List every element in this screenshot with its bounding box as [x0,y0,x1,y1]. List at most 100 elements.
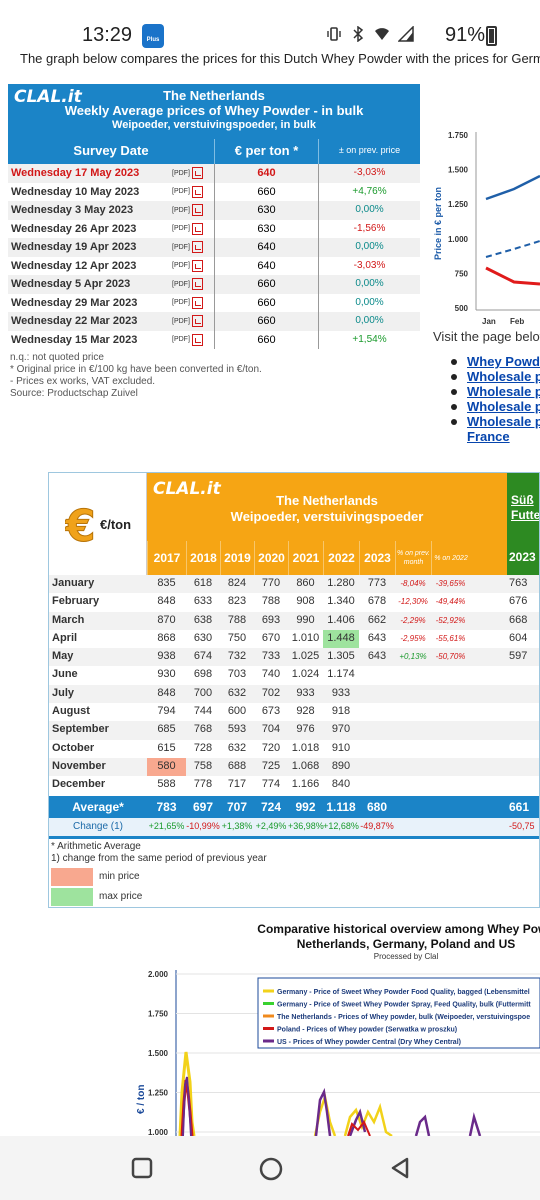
month-value: 823 [227,595,247,608]
weekly-change: 0,00% [318,312,420,331]
legend-entry[interactable]: Germany - Price of Sweet Whey Powder Foo… [277,989,530,996]
side-year: 2023 [509,550,536,564]
pdf-icon[interactable] [191,185,203,198]
pdf-icon[interactable] [191,222,203,235]
month-value: 868 [157,631,176,644]
euro-icon: € [65,503,95,547]
month-value: 870 [157,613,176,626]
legend-entry[interactable]: Germany - Price of Sweet Whey Powder Spr… [277,1002,531,1009]
weekly-change: +1,54% [318,330,420,349]
weekly-price-table: CLAL.it The Netherlands Weekly Average p… [8,84,420,349]
pdf-icon[interactable] [191,278,203,291]
pdf-icon[interactable] [191,241,203,254]
change-value: -49,87% [360,821,394,831]
month-value: 860 [296,577,315,589]
average-value: 697 [192,800,214,814]
month-value: 673 [261,705,281,718]
pdf-icon[interactable] [191,204,203,217]
related-link[interactable]: Wholesale p [467,399,540,414]
related-link-item: Wholesale p [451,414,540,429]
monthly-notes: * Arithmetic Average 1) change from the … [51,841,267,865]
month-value: 970 [331,723,351,736]
pdf-icon[interactable] [191,296,203,309]
pdf-link[interactable]: [PDF] [172,167,214,180]
month-value: 744 [193,705,213,718]
month-value: 643 [367,631,387,644]
home-button[interactable] [258,1156,284,1182]
series-us-2 [314,1087,482,1136]
year-header: 2017 [147,541,186,575]
clal-logo[interactable]: CLAL.it [14,87,82,107]
wifi-icon [375,28,389,40]
weekly-title: The Netherlands [163,88,265,103]
month-value: 717 [227,778,247,791]
historical-chart-title: Comparative historical overview among Wh… [256,922,540,952]
col-price: € per ton * [214,139,318,164]
pdf-link[interactable]: [PDF] [172,296,214,309]
related-links: Whey Powde Wholesale p Wholesale p Wholesal… [451,354,540,444]
pdf-label[interactable]: [PDF] [172,317,190,325]
weekly-table-header: CLAL.it The Netherlands Weekly Average p… [8,84,420,164]
related-link-item: Wholesale p [451,369,540,384]
pdf-link[interactable]: [PDF] [172,259,214,272]
change-value: +21,65% [148,821,185,831]
mini-ytick: 500 [455,304,469,313]
month-value: 1.174 [327,668,355,681]
month-value: 1.166 [291,778,320,791]
month-row: November 580 758 688 725 1.068 890 [49,757,539,777]
pdf-link[interactable]: [PDF] [172,278,214,291]
month-name: February [52,595,100,608]
pdf-link[interactable]: [PDF] [172,241,214,254]
clal-logo-2[interactable]: CLAL.it [153,479,221,499]
pdf-label[interactable]: [PDF] [172,336,190,344]
related-link[interactable]: Wholesale p [467,369,540,384]
legend-entry[interactable]: The Netherlands - Prices of Whey powder,… [277,1014,530,1021]
historical-chart[interactable]: € / ton 2.000 1.750 1.500 1.250 1.000 German… [120,962,540,1136]
month-value: 733 [261,650,281,663]
related-link[interactable]: Wholesale p [467,384,540,399]
pdf-label[interactable]: [PDF] [172,225,190,233]
note-change: 1) change from the same period of previo… [51,853,267,864]
legend-entry[interactable]: US - Prices of Whey powder Central (Dry … [277,1039,461,1046]
pdf-icon[interactable] [191,333,203,346]
related-link[interactable]: Whey Powde [467,354,540,369]
related-link-continued[interactable]: France [467,429,510,444]
weekly-price: 640 [214,256,318,275]
processed-by: Processed by Clal [373,952,439,961]
legend-entry[interactable]: Poland - Prices of Whey powder (Serwatka… [277,1027,457,1034]
pdf-label[interactable]: [PDF] [172,262,190,270]
pdf-label[interactable]: [PDF] [172,299,190,307]
weekly-price: 660 [214,182,318,201]
pdf-label[interactable]: [PDF] [172,206,190,214]
month-name: June [52,668,78,681]
pdf-label[interactable]: [PDF] [172,188,190,196]
historical-ytick: 1.250 [148,1089,169,1098]
back-button[interactable] [388,1156,412,1180]
month-row: January 835 618 824 770 860 1.280 773 -8,04% -39,… [49,575,539,594]
pdf-link[interactable]: [PDF] [172,333,214,346]
month-value: 728 [193,741,213,754]
pdf-icon[interactable] [191,315,203,328]
side-table-header[interactable]: Süß Futte 2023 [507,473,540,575]
pdf-link[interactable]: [PDF] [172,222,214,235]
unit-label: €/ton [100,517,132,532]
average-value: 707 [226,800,248,814]
related-link[interactable]: Wholesale p [467,414,540,429]
month-value: 918 [331,705,351,718]
mini-ytick: 1.250 [448,200,469,209]
pdf-label[interactable]: [PDF] [172,169,190,177]
pdf-label[interactable]: [PDF] [172,243,190,251]
month-value: 794 [157,705,176,718]
series-poland-2 [347,1120,371,1136]
pdf-link[interactable]: [PDF] [172,204,214,217]
pdf-link[interactable]: [PDF] [172,185,214,198]
side-title[interactable]: Süß Futte [511,493,540,522]
month-value: 740 [261,668,281,681]
month-name: March [52,613,85,626]
pdf-link[interactable]: [PDF] [172,315,214,328]
recent-apps-button[interactable] [130,1156,154,1180]
pdf-icon[interactable] [191,167,203,180]
mini-price-chart[interactable]: Price in € per ton 1.750 1.500 1.250 1.000 7… [430,124,540,330]
pdf-icon[interactable] [191,259,203,272]
pdf-label[interactable]: [PDF] [172,280,190,288]
